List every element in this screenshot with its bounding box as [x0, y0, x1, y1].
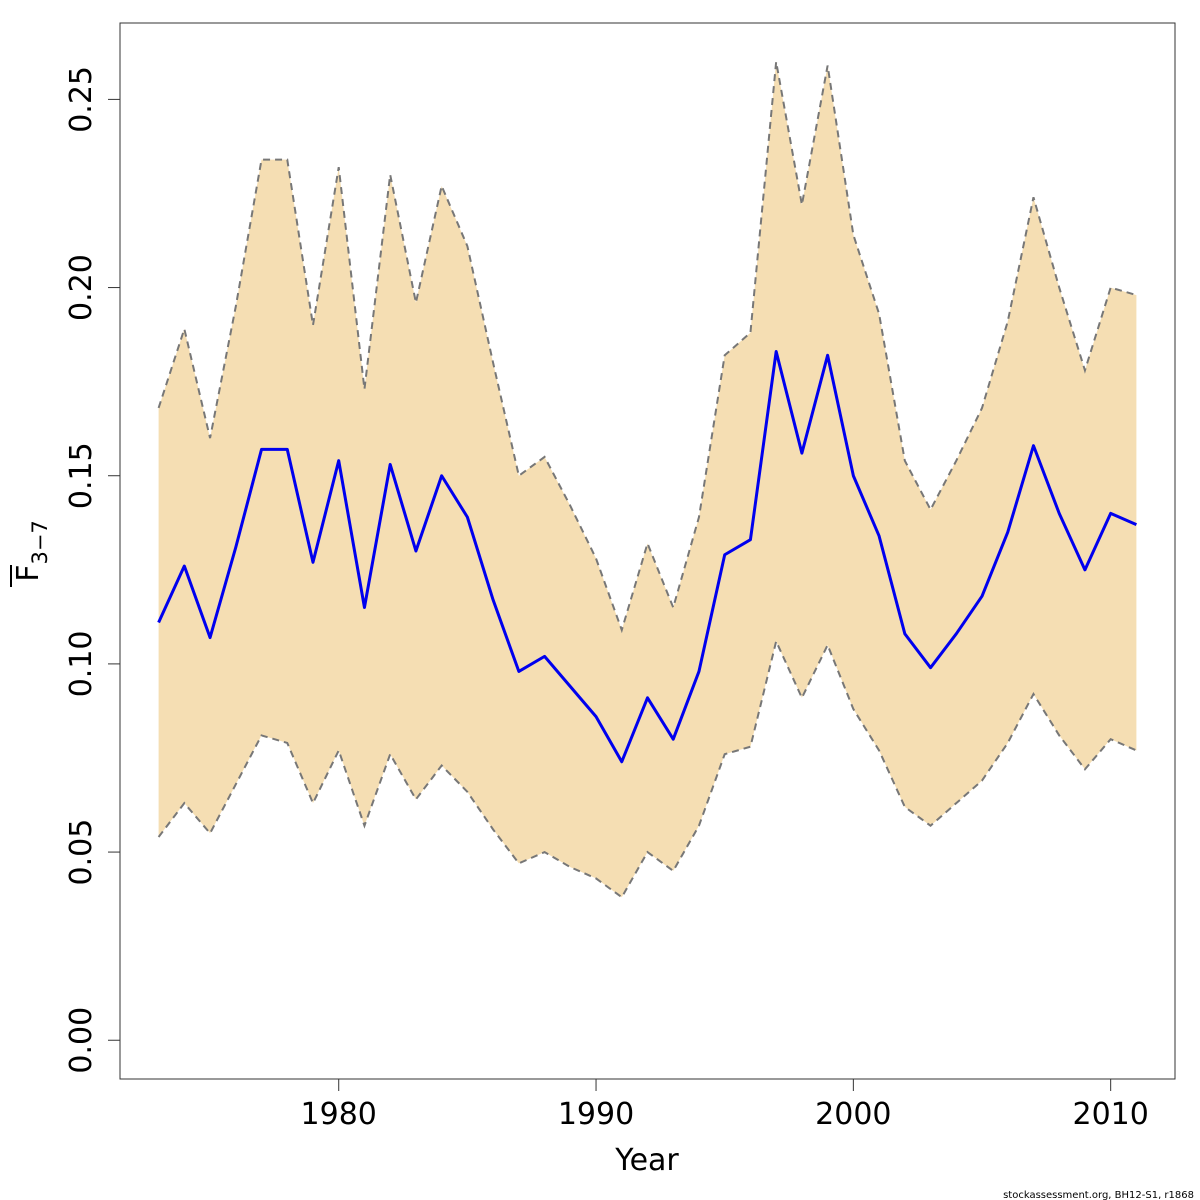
x-axis-title: Year — [614, 1143, 679, 1178]
y-axis-title-main: F — [11, 565, 46, 582]
x-tick-label: 1980 — [301, 1097, 377, 1132]
upper-bound-line — [157, 61, 1137, 634]
x-tick-label: 2000 — [815, 1097, 891, 1132]
x-tick-label: 1990 — [558, 1097, 634, 1132]
estimate-line — [157, 350, 1138, 764]
lower-bound-line — [157, 638, 1137, 899]
series-lines-layer — [157, 61, 1138, 899]
confidence-band-layer — [158, 61, 1137, 898]
y-axis-title-subscript: 3−7 — [28, 520, 52, 564]
x-axis: 1980 1990 2000 2010 — [301, 1079, 1149, 1132]
footer-credit: stockassessment.org, BH12-S1, r1868 — [1003, 1190, 1194, 1200]
y-tick-label: 0.25 — [64, 66, 99, 133]
y-tick-label: 0.10 — [64, 631, 99, 698]
y-tick-label: 0.15 — [64, 442, 99, 509]
svg-text:F3−7: F3−7 — [11, 520, 52, 582]
confidence-band — [158, 61, 1137, 898]
y-axis: 0.00 0.05 0.10 0.15 0.20 0.25 — [64, 66, 120, 1074]
y-tick-label: 0.20 — [64, 254, 99, 321]
x-tick-label: 2010 — [1072, 1097, 1148, 1132]
y-tick-label: 0.00 — [64, 1007, 99, 1074]
y-axis-title: F3−7 — [10, 520, 52, 587]
y-tick-label: 0.05 — [64, 819, 99, 886]
plot-frame — [119, 22, 1176, 1080]
